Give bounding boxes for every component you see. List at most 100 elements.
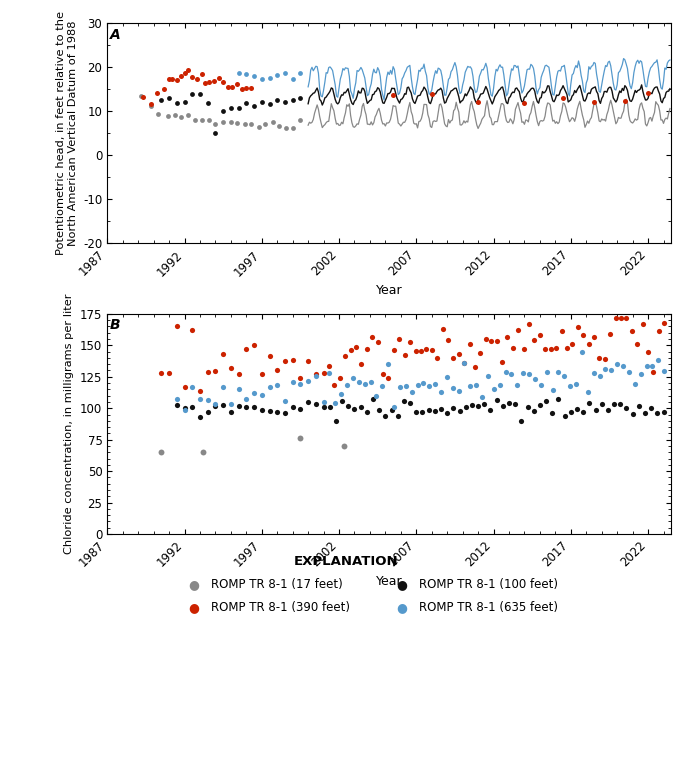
Text: ●: ● bbox=[396, 601, 407, 614]
Point bbox=[187, 87, 198, 100]
Point bbox=[287, 94, 298, 107]
Point bbox=[647, 360, 658, 372]
Point bbox=[417, 406, 428, 419]
Point bbox=[637, 317, 648, 330]
Point bbox=[199, 77, 210, 89]
Point bbox=[529, 372, 540, 385]
Point bbox=[534, 399, 545, 412]
Point bbox=[411, 406, 422, 418]
Point bbox=[241, 401, 252, 413]
Point bbox=[388, 401, 399, 413]
Point bbox=[453, 348, 464, 361]
Point bbox=[489, 382, 500, 395]
Point bbox=[241, 68, 252, 80]
Point bbox=[281, 122, 292, 134]
Point bbox=[210, 127, 221, 139]
Point bbox=[256, 368, 267, 380]
Point bbox=[340, 350, 351, 362]
Point bbox=[163, 92, 174, 104]
Point bbox=[643, 346, 654, 358]
Point bbox=[280, 95, 291, 108]
Text: ROMP TR 8-1 (635 feet): ROMP TR 8-1 (635 feet) bbox=[419, 601, 558, 614]
Point bbox=[641, 360, 652, 372]
Point bbox=[502, 331, 513, 344]
Point bbox=[248, 339, 260, 351]
Point bbox=[558, 92, 569, 104]
Point bbox=[145, 99, 156, 111]
Point bbox=[264, 405, 275, 417]
Point bbox=[310, 398, 321, 410]
Point bbox=[524, 368, 535, 380]
Point bbox=[619, 95, 630, 108]
Point bbox=[145, 98, 156, 110]
Point bbox=[648, 366, 659, 378]
Point bbox=[465, 380, 476, 392]
Point bbox=[159, 82, 170, 94]
Point bbox=[448, 352, 459, 365]
Point bbox=[388, 88, 399, 101]
Point bbox=[507, 342, 518, 354]
Point bbox=[617, 359, 628, 372]
Point bbox=[196, 114, 207, 126]
Point bbox=[295, 92, 306, 104]
Point bbox=[179, 401, 190, 413]
Point bbox=[171, 74, 182, 87]
Point bbox=[194, 385, 206, 397]
Point bbox=[280, 67, 291, 79]
X-axis label: Year: Year bbox=[376, 284, 403, 297]
Point bbox=[491, 334, 502, 347]
Point bbox=[559, 410, 570, 423]
Point bbox=[482, 370, 493, 382]
Point bbox=[374, 404, 385, 416]
Point bbox=[632, 338, 643, 351]
Text: ROMP TR 8-1 (100 feet): ROMP TR 8-1 (100 feet) bbox=[419, 578, 558, 591]
Point bbox=[329, 378, 340, 391]
Point bbox=[171, 392, 182, 405]
Point bbox=[415, 344, 426, 357]
Point bbox=[466, 399, 477, 411]
Point bbox=[639, 407, 650, 420]
Point bbox=[437, 323, 448, 335]
Point bbox=[635, 368, 646, 380]
Point bbox=[202, 394, 213, 406]
Point bbox=[418, 377, 429, 389]
Point bbox=[524, 318, 535, 330]
Point bbox=[435, 403, 446, 416]
Point bbox=[473, 96, 484, 108]
Point bbox=[513, 324, 524, 336]
Point bbox=[310, 370, 321, 382]
Point bbox=[194, 392, 206, 405]
Point bbox=[264, 350, 275, 362]
Point bbox=[151, 87, 162, 99]
Point bbox=[272, 364, 283, 376]
Point bbox=[429, 405, 440, 417]
Point bbox=[448, 402, 459, 414]
Y-axis label: Potentiometric head, in feet relative to the
North American Vertical Datum of 19: Potentiometric head, in feet relative to… bbox=[56, 12, 78, 255]
Point bbox=[272, 406, 283, 418]
Point bbox=[323, 360, 334, 372]
Point bbox=[612, 358, 623, 371]
Point bbox=[522, 401, 533, 413]
Point bbox=[236, 83, 247, 95]
Point bbox=[194, 411, 206, 423]
Point bbox=[202, 365, 213, 378]
Point bbox=[500, 366, 511, 378]
Point bbox=[222, 81, 233, 94]
Point bbox=[287, 122, 298, 134]
Point bbox=[324, 366, 335, 378]
Point bbox=[512, 378, 523, 391]
Point bbox=[498, 400, 509, 413]
Point bbox=[272, 69, 283, 81]
Point bbox=[459, 357, 470, 369]
Point bbox=[400, 379, 411, 392]
Point bbox=[253, 120, 264, 132]
Point bbox=[479, 398, 490, 410]
Point bbox=[256, 389, 267, 401]
Point bbox=[516, 415, 527, 427]
Point bbox=[203, 115, 215, 127]
Point bbox=[540, 395, 552, 407]
Point bbox=[509, 399, 520, 411]
Point bbox=[361, 342, 372, 354]
Point bbox=[347, 372, 358, 385]
Point bbox=[310, 368, 321, 381]
